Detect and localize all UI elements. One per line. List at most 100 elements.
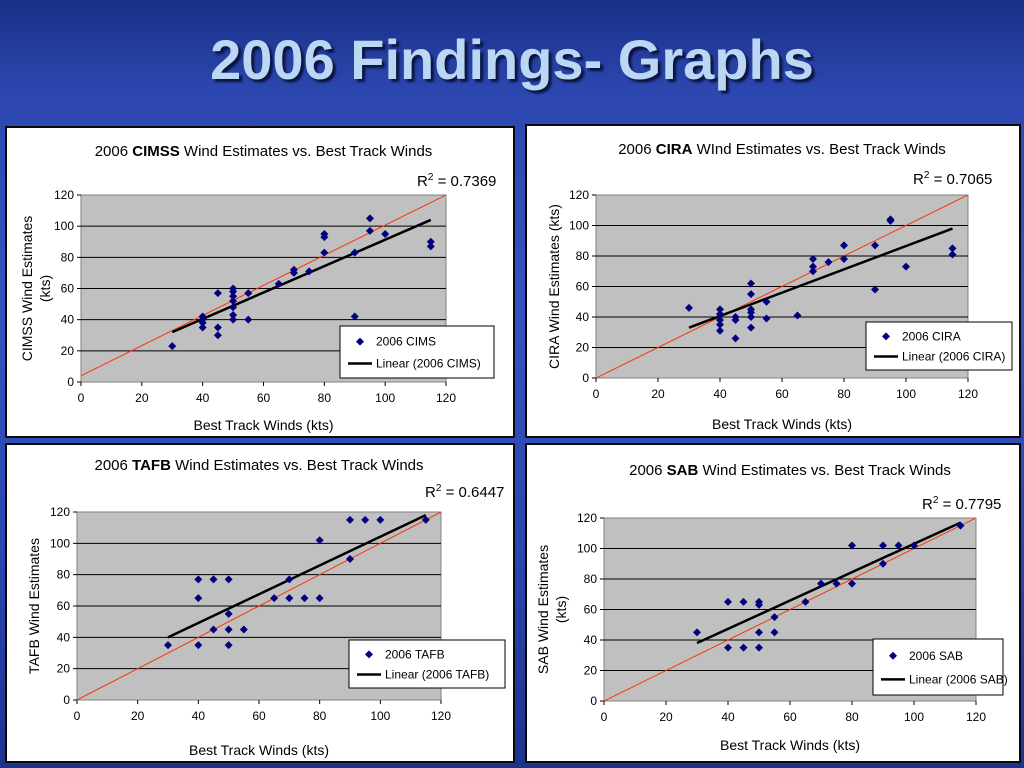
- chart-title: 2006 TAFB Wind Estimates vs. Best Track …: [95, 457, 424, 474]
- data-point: [365, 214, 374, 223]
- data-point: [747, 279, 755, 288]
- chart-title-source: CIRA: [656, 141, 693, 158]
- y-tick-label: 20: [57, 662, 71, 676]
- data-point: [731, 313, 740, 321]
- x-tick-label: 80: [845, 710, 859, 724]
- data-point: [739, 597, 748, 606]
- data-point: [213, 323, 222, 332]
- data-point: [346, 555, 354, 563]
- y-tick-label: 0: [67, 375, 74, 389]
- data-point: [886, 215, 895, 224]
- x-axis-label: Best Track Winds (kts): [712, 416, 852, 432]
- chart-title-suffix: Wind Estimates vs. Best Track Winds: [171, 457, 424, 474]
- y-tick-label: 40: [61, 313, 75, 327]
- data-point: [770, 613, 779, 622]
- trendline: [688, 227, 953, 329]
- chart-title-suffix: WInd Estimates vs. Best Track Winds: [692, 141, 945, 158]
- y-tick-label: 0: [590, 694, 597, 708]
- y-tick-label: 60: [576, 280, 590, 294]
- y-tick-label: 0: [582, 371, 589, 385]
- data-point: [320, 229, 329, 238]
- data-point: [224, 625, 233, 634]
- legend-marker: [882, 332, 890, 341]
- data-point: [305, 267, 314, 276]
- trendline: [167, 514, 427, 639]
- data-point: [770, 628, 779, 637]
- data-point: [289, 265, 298, 274]
- data-point: [209, 625, 218, 634]
- legend-series-label: 2006 SAB: [909, 649, 963, 663]
- x-tick-label: 80: [837, 387, 851, 401]
- data-point: [198, 312, 207, 321]
- y-tick-label: 60: [584, 603, 598, 617]
- data-point: [244, 289, 253, 298]
- data-point: [421, 515, 430, 524]
- data-point: [848, 541, 856, 550]
- data-point: [755, 628, 763, 637]
- x-tick-label: 0: [78, 391, 85, 405]
- r-squared-symbol: R: [417, 173, 428, 190]
- data-point: [350, 312, 359, 321]
- legend-box: [339, 325, 495, 379]
- y-axis-label: (kts): [37, 275, 53, 302]
- data-point: [801, 597, 810, 606]
- y-tick-label: 40: [57, 630, 71, 644]
- data-point: [229, 292, 238, 301]
- chart-title-prefix: 2006: [95, 457, 133, 474]
- x-tick-label: 40: [721, 710, 735, 724]
- x-tick-label: 100: [904, 710, 924, 724]
- y-tick-label: 100: [569, 219, 589, 233]
- data-point: [224, 609, 233, 618]
- chart-title-source: SAB: [667, 462, 699, 479]
- legend-series-label: 2006 CIMS: [376, 335, 436, 349]
- chart-title: 2006 CIMSS Wind Estimates vs. Best Track…: [95, 143, 433, 160]
- data-point: [224, 641, 233, 650]
- data-point: [910, 541, 918, 550]
- x-tick-label: 120: [431, 709, 451, 723]
- legend-trend-label: Linear (2006 SAB): [909, 672, 1008, 686]
- legend-box: [872, 638, 1004, 696]
- r-squared-symbol: R: [913, 171, 924, 188]
- chart-tafb: 2006 TAFB Wind Estimates vs. Best Track …: [26, 457, 506, 758]
- data-point: [948, 244, 957, 253]
- data-point: [274, 279, 283, 288]
- data-point: [685, 303, 693, 312]
- x-tick-label: 120: [958, 387, 978, 401]
- x-axis-label: Best Track Winds (kts): [189, 742, 329, 758]
- y-tick-label: 100: [577, 542, 597, 556]
- legend-marker: [889, 651, 897, 660]
- chart-cimss: 2006 CIMSS Wind Estimates vs. Best Track…: [19, 143, 496, 433]
- data-point: [762, 297, 771, 306]
- chart-title-prefix: 2006: [95, 143, 133, 160]
- legend-box: [865, 321, 1013, 371]
- data-point: [213, 289, 222, 298]
- data-point: [871, 285, 879, 294]
- legend-marker: [356, 337, 364, 346]
- legend-series-label: 2006 CIRA: [902, 329, 961, 343]
- legend-box: [348, 639, 506, 689]
- data-point: [716, 326, 724, 335]
- data-point: [426, 242, 435, 251]
- y-tick-label: 120: [54, 188, 74, 202]
- y-axis-label: (kts): [553, 596, 569, 623]
- x-axis-label: Best Track Winds (kts): [720, 737, 860, 753]
- data-point: [376, 515, 385, 524]
- data-point: [164, 641, 172, 650]
- x-tick-label: 100: [375, 391, 395, 405]
- data-point: [229, 296, 238, 305]
- x-tick-label: 20: [131, 709, 145, 723]
- identity-line: [77, 512, 441, 700]
- x-axis-label: Best Track Winds (kts): [193, 417, 333, 433]
- y-tick-label: 40: [576, 310, 590, 324]
- data-point: [747, 290, 755, 299]
- data-point: [239, 625, 248, 634]
- x-tick-label: 100: [370, 709, 390, 723]
- r-squared-value: = 0.6447: [441, 484, 504, 501]
- data-point: [320, 248, 329, 257]
- r-squared-superscript: 2: [436, 483, 442, 494]
- y-axis-label: CIRA Wind Estimates (kts): [546, 204, 562, 369]
- chart-title-source: CIMSS: [132, 143, 180, 160]
- data-point: [848, 579, 856, 588]
- data-point: [198, 323, 207, 332]
- x-tick-label: 20: [135, 391, 149, 405]
